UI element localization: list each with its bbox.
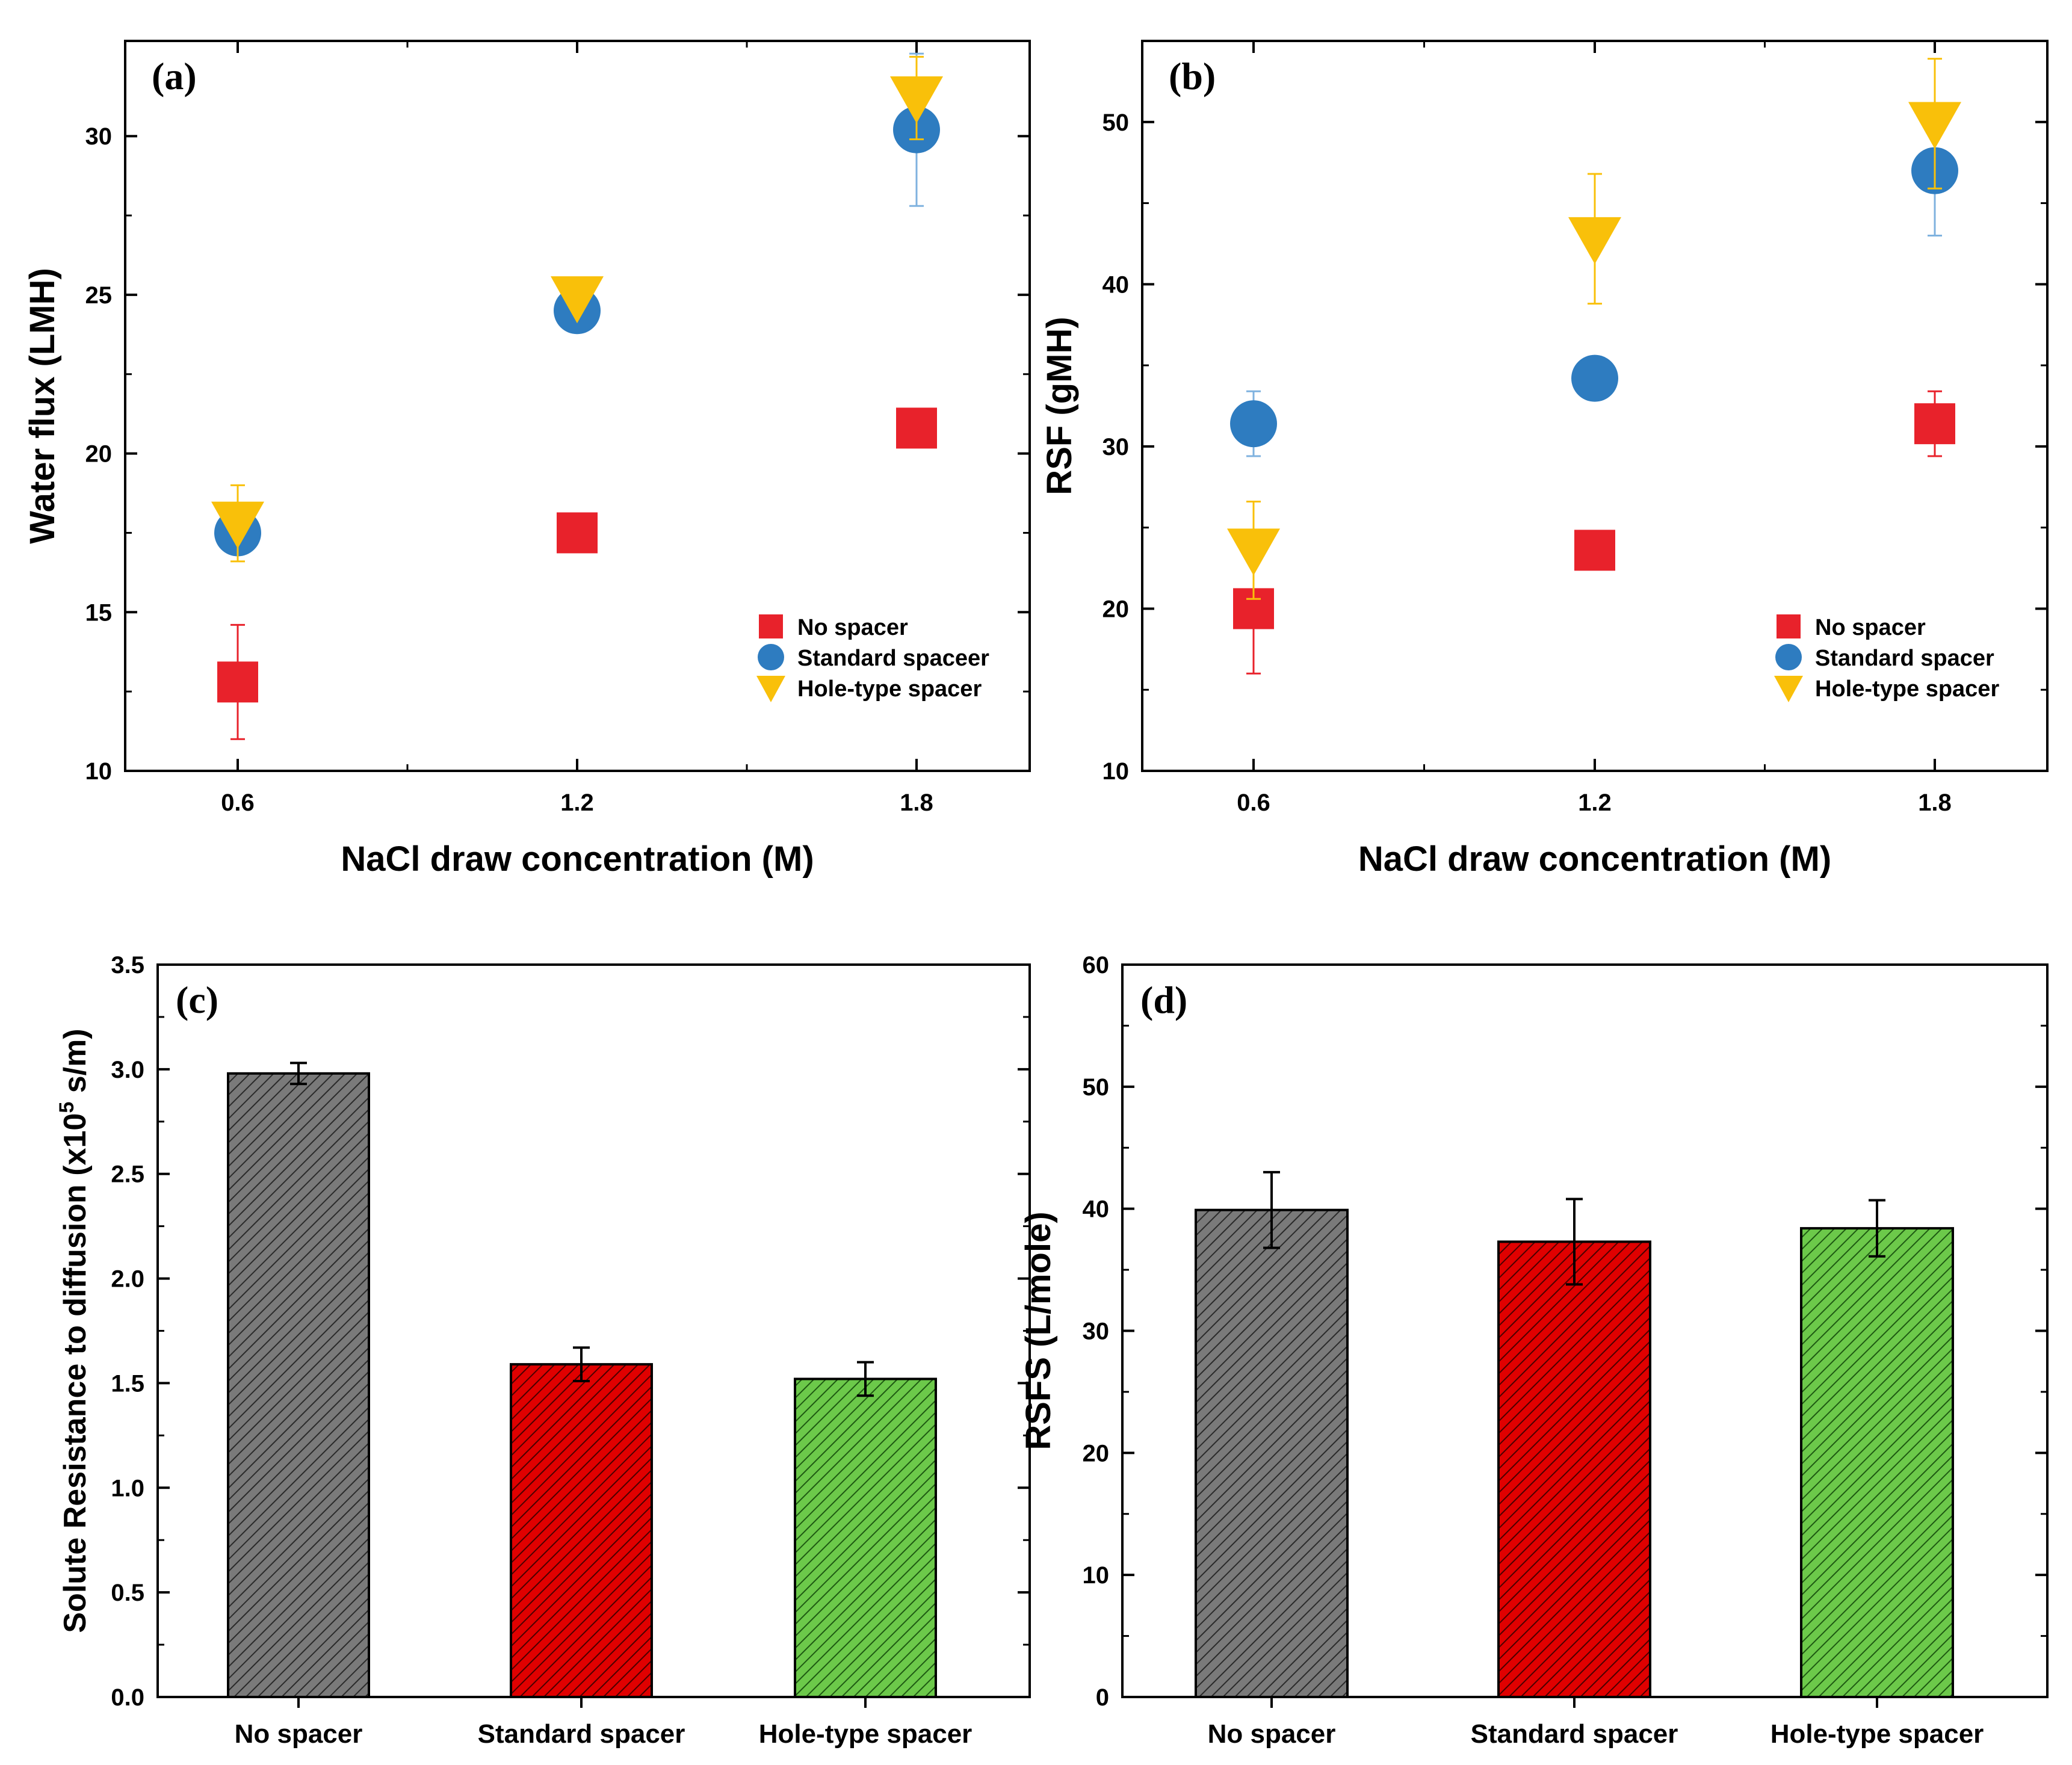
y-tick-label-a: 15: [85, 599, 113, 626]
legend-entry-a: No spacer: [759, 614, 908, 640]
legend-label: Hole-type spacer: [797, 676, 982, 702]
y-tick-label-d: 60: [1083, 952, 1110, 978]
y-tick-label-b: 50: [1102, 110, 1130, 136]
x-tick-label-d: Standard spacer: [1471, 1719, 1678, 1749]
legend-entry-b: No spacer: [1777, 614, 1926, 640]
legend-swatch: [756, 676, 785, 702]
y-tick-label-c: 1.0: [111, 1475, 144, 1501]
y-axis-title-d: RSFS (L/mole): [1019, 1211, 1058, 1450]
y-tick-label-c: 2.0: [111, 1266, 144, 1293]
y-tick-label-a: 30: [85, 123, 113, 150]
panel-a: 10 15 20 25 30 0.6 1.2 1.8 No spacer Standard spa…: [23, 40, 1031, 879]
y-tick-label-d: 0: [1096, 1684, 1109, 1711]
y-tick-label-b: 10: [1102, 758, 1130, 785]
data-point-b-circle: [1230, 400, 1277, 448]
panel-label-d: (d): [1140, 978, 1187, 1021]
legend-entry-b: Hole-type spacer: [1774, 676, 1999, 702]
y-tick-label-b: 40: [1102, 271, 1130, 298]
y-axis-title-c: Solute Resistance to diffusion (x105 s/m…: [55, 1028, 93, 1633]
data-point-a-triangle-down: [211, 501, 264, 549]
y-axis-title-part: s/m): [58, 1028, 93, 1101]
bar-c: [227, 1072, 370, 1698]
panel-label-a: (a): [152, 55, 197, 97]
x-tick-label-a: 1.2: [560, 790, 594, 816]
panel-b: 10 20 30 40 50 0.6 1.2 1.8 No spacer Standard spa…: [1040, 40, 2049, 879]
x-tick-label-a: 0.6: [221, 790, 255, 816]
legend-swatch: [759, 614, 783, 638]
data-point-b-square: [1574, 530, 1615, 571]
bar-d: [1497, 1240, 1651, 1698]
legend-entry-a: Hole-type spacer: [756, 676, 982, 702]
x-tick-label-b: 1.2: [1578, 790, 1612, 816]
x-tick-label-c: Hole-type spacer: [759, 1719, 973, 1749]
y-tick-label-a: 20: [85, 441, 113, 468]
y-axis-title-superscript: 5: [55, 1102, 78, 1113]
y-tick-label-d: 30: [1083, 1318, 1110, 1345]
y-tick-label-b: 30: [1102, 434, 1130, 460]
panel-d: 0 10 20 30 40 50 60 No spacer Standard spacer Hol…: [1019, 952, 2049, 1749]
x-tick-label-c: No spacer: [235, 1719, 363, 1749]
y-tick-label-c: 0.5: [111, 1580, 144, 1606]
legend-swatch: [758, 644, 784, 670]
bar-c: [510, 1363, 653, 1698]
x-tick-label-b: 1.8: [1918, 790, 1952, 816]
legend-label: Hole-type spacer: [1815, 676, 1999, 702]
legend-label: No spacer: [797, 615, 908, 640]
y-axis-title-b: RSF (gMH): [1040, 317, 1079, 495]
data-point-b-circle: [1571, 354, 1618, 402]
legend-entry-a: Standard spaceer: [758, 644, 989, 671]
x-tick-label-d: No spacer: [1208, 1719, 1336, 1749]
y-tick-label-d: 40: [1083, 1196, 1110, 1223]
data-point-b-square: [1914, 403, 1955, 445]
y-axis-title-part: Solute Resistance to diffusion (x10: [58, 1113, 93, 1633]
y-tick-label-c: 3.5: [111, 952, 144, 978]
y-tick-label-d: 20: [1083, 1440, 1110, 1467]
legend-swatch: [1774, 676, 1803, 702]
legend-label: Standard spacer: [1815, 646, 1994, 671]
x-tick-label-c: Standard spacer: [478, 1719, 685, 1749]
y-tick-label-d: 50: [1083, 1074, 1110, 1101]
bar-c: [794, 1377, 937, 1699]
data-point-a-square: [557, 512, 598, 554]
data-point-b-triangle-down: [1568, 217, 1621, 264]
y-tick-label-a: 10: [85, 758, 113, 785]
y-tick-label-c: 2.5: [111, 1161, 144, 1188]
y-tick-label-d: 10: [1083, 1562, 1110, 1589]
data-point-a-square: [217, 661, 258, 703]
legend-swatch: [1775, 644, 1802, 670]
y-tick-label-b: 20: [1102, 596, 1130, 622]
panel-label-b: (b): [1169, 55, 1216, 97]
bar-d: [1195, 1208, 1349, 1698]
legend-swatch: [1777, 614, 1801, 638]
bar-d: [1800, 1227, 1954, 1698]
legend-entry-b: Standard spacer: [1775, 644, 1994, 671]
data-point-a-triangle-down: [890, 76, 943, 123]
data-point-a-square: [896, 407, 937, 449]
legend-label: No spacer: [1815, 615, 1926, 640]
x-tick-label-a: 1.8: [900, 790, 933, 816]
x-axis-title-b: NaCl draw concentration (M): [1358, 839, 1831, 879]
y-tick-label-c: 0.0: [111, 1684, 144, 1711]
panel-c: 0.0 0.5 1.0 1.5 2.0 2.5 3.0 3.5 No spacer Standar…: [55, 952, 1031, 1749]
x-tick-label-d: Hole-type spacer: [1770, 1719, 1984, 1749]
panel-label-c: (c): [176, 978, 218, 1021]
y-tick-label-c: 3.0: [111, 1057, 144, 1083]
x-tick-label-b: 0.6: [1237, 790, 1270, 816]
x-axis-title-a: NaCl draw concentration (M): [341, 839, 814, 879]
data-point-b-triangle-down: [1908, 102, 1961, 149]
data-point-b-triangle-down: [1227, 528, 1280, 576]
y-axis-title-a: Water flux (LMH): [23, 268, 62, 544]
y-tick-label-a: 25: [85, 282, 113, 309]
y-tick-label-c: 1.5: [111, 1370, 144, 1397]
legend-label: Standard spaceer: [797, 646, 989, 671]
data-point-a-triangle-down: [551, 276, 604, 324]
